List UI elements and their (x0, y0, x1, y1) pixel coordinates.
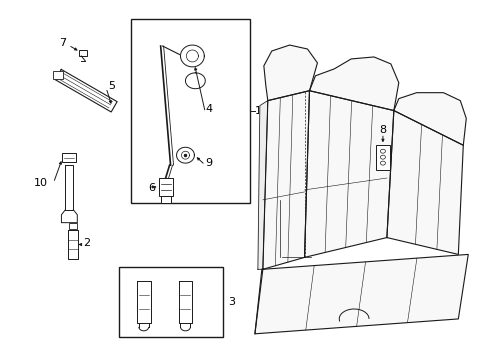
Bar (79, 50, 87, 56)
Polygon shape (264, 45, 317, 100)
Polygon shape (304, 91, 393, 257)
Text: 4: 4 (205, 104, 212, 113)
Bar (131, 19, 249, 203)
Bar (158, 178, 172, 196)
Polygon shape (257, 100, 267, 269)
Bar (375, 145, 389, 170)
Text: 6: 6 (147, 183, 154, 193)
Polygon shape (176, 147, 194, 163)
Polygon shape (393, 93, 466, 145)
Polygon shape (55, 69, 117, 112)
Polygon shape (137, 281, 150, 323)
Text: 2: 2 (83, 238, 90, 248)
Text: 5: 5 (108, 81, 115, 91)
Bar (119, 267, 223, 337)
Text: 7: 7 (59, 38, 66, 48)
Polygon shape (65, 165, 73, 210)
Text: 9: 9 (205, 158, 212, 168)
Polygon shape (386, 111, 462, 255)
Bar (69, 223, 77, 229)
Polygon shape (68, 230, 78, 260)
Polygon shape (180, 45, 204, 67)
Text: 3: 3 (228, 297, 235, 307)
Polygon shape (178, 281, 192, 323)
Polygon shape (254, 255, 468, 334)
Bar (62, 153, 76, 162)
Polygon shape (263, 91, 309, 269)
Text: 1: 1 (254, 105, 262, 116)
Text: 8: 8 (379, 125, 386, 135)
Text: 10: 10 (34, 178, 47, 188)
Polygon shape (309, 57, 398, 111)
Bar (53, 71, 63, 78)
Bar (161, 196, 170, 203)
